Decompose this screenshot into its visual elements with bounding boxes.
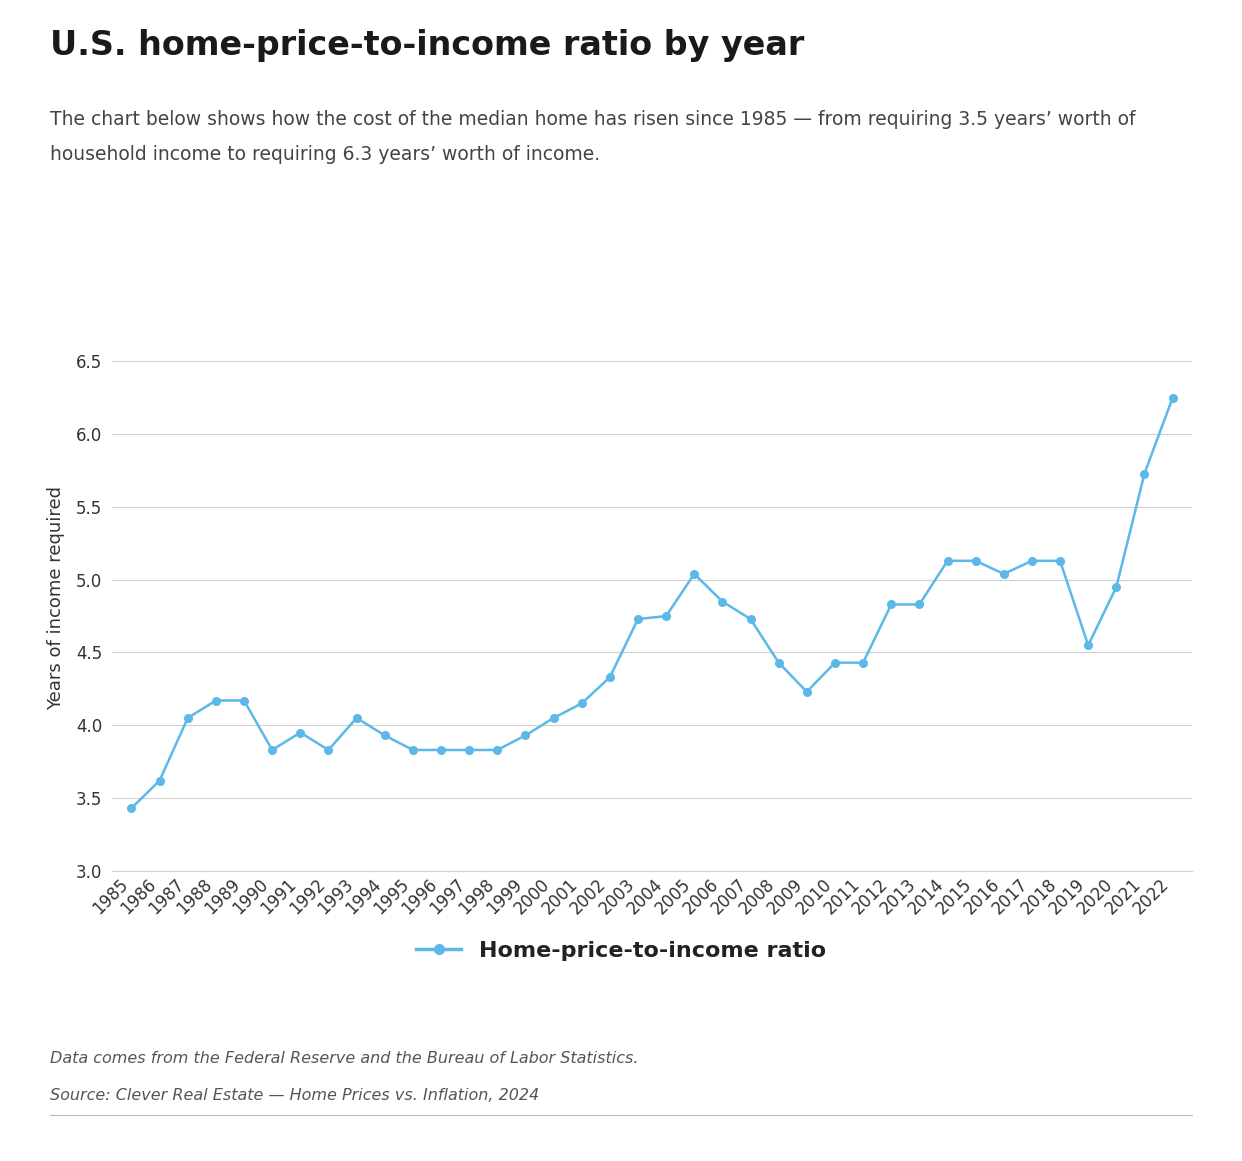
Text: household income to requiring 6.3 years’ worth of income.: household income to requiring 6.3 years’… bbox=[50, 145, 600, 164]
Text: Data comes from the Federal Reserve and the Bureau of Labor Statistics.: Data comes from the Federal Reserve and … bbox=[50, 1051, 638, 1066]
Text: The chart below shows how the cost of the median home has risen since 1985 — fro: The chart below shows how the cost of th… bbox=[50, 110, 1135, 129]
Text: Source: Clever Real Estate — Home Prices vs. Inflation, 2024: Source: Clever Real Estate — Home Prices… bbox=[50, 1088, 539, 1103]
Text: U.S. home-price-to-income ratio by year: U.S. home-price-to-income ratio by year bbox=[50, 29, 804, 62]
Legend: Home-price-to-income ratio: Home-price-to-income ratio bbox=[407, 932, 835, 969]
Y-axis label: Years of income required: Years of income required bbox=[46, 486, 65, 709]
